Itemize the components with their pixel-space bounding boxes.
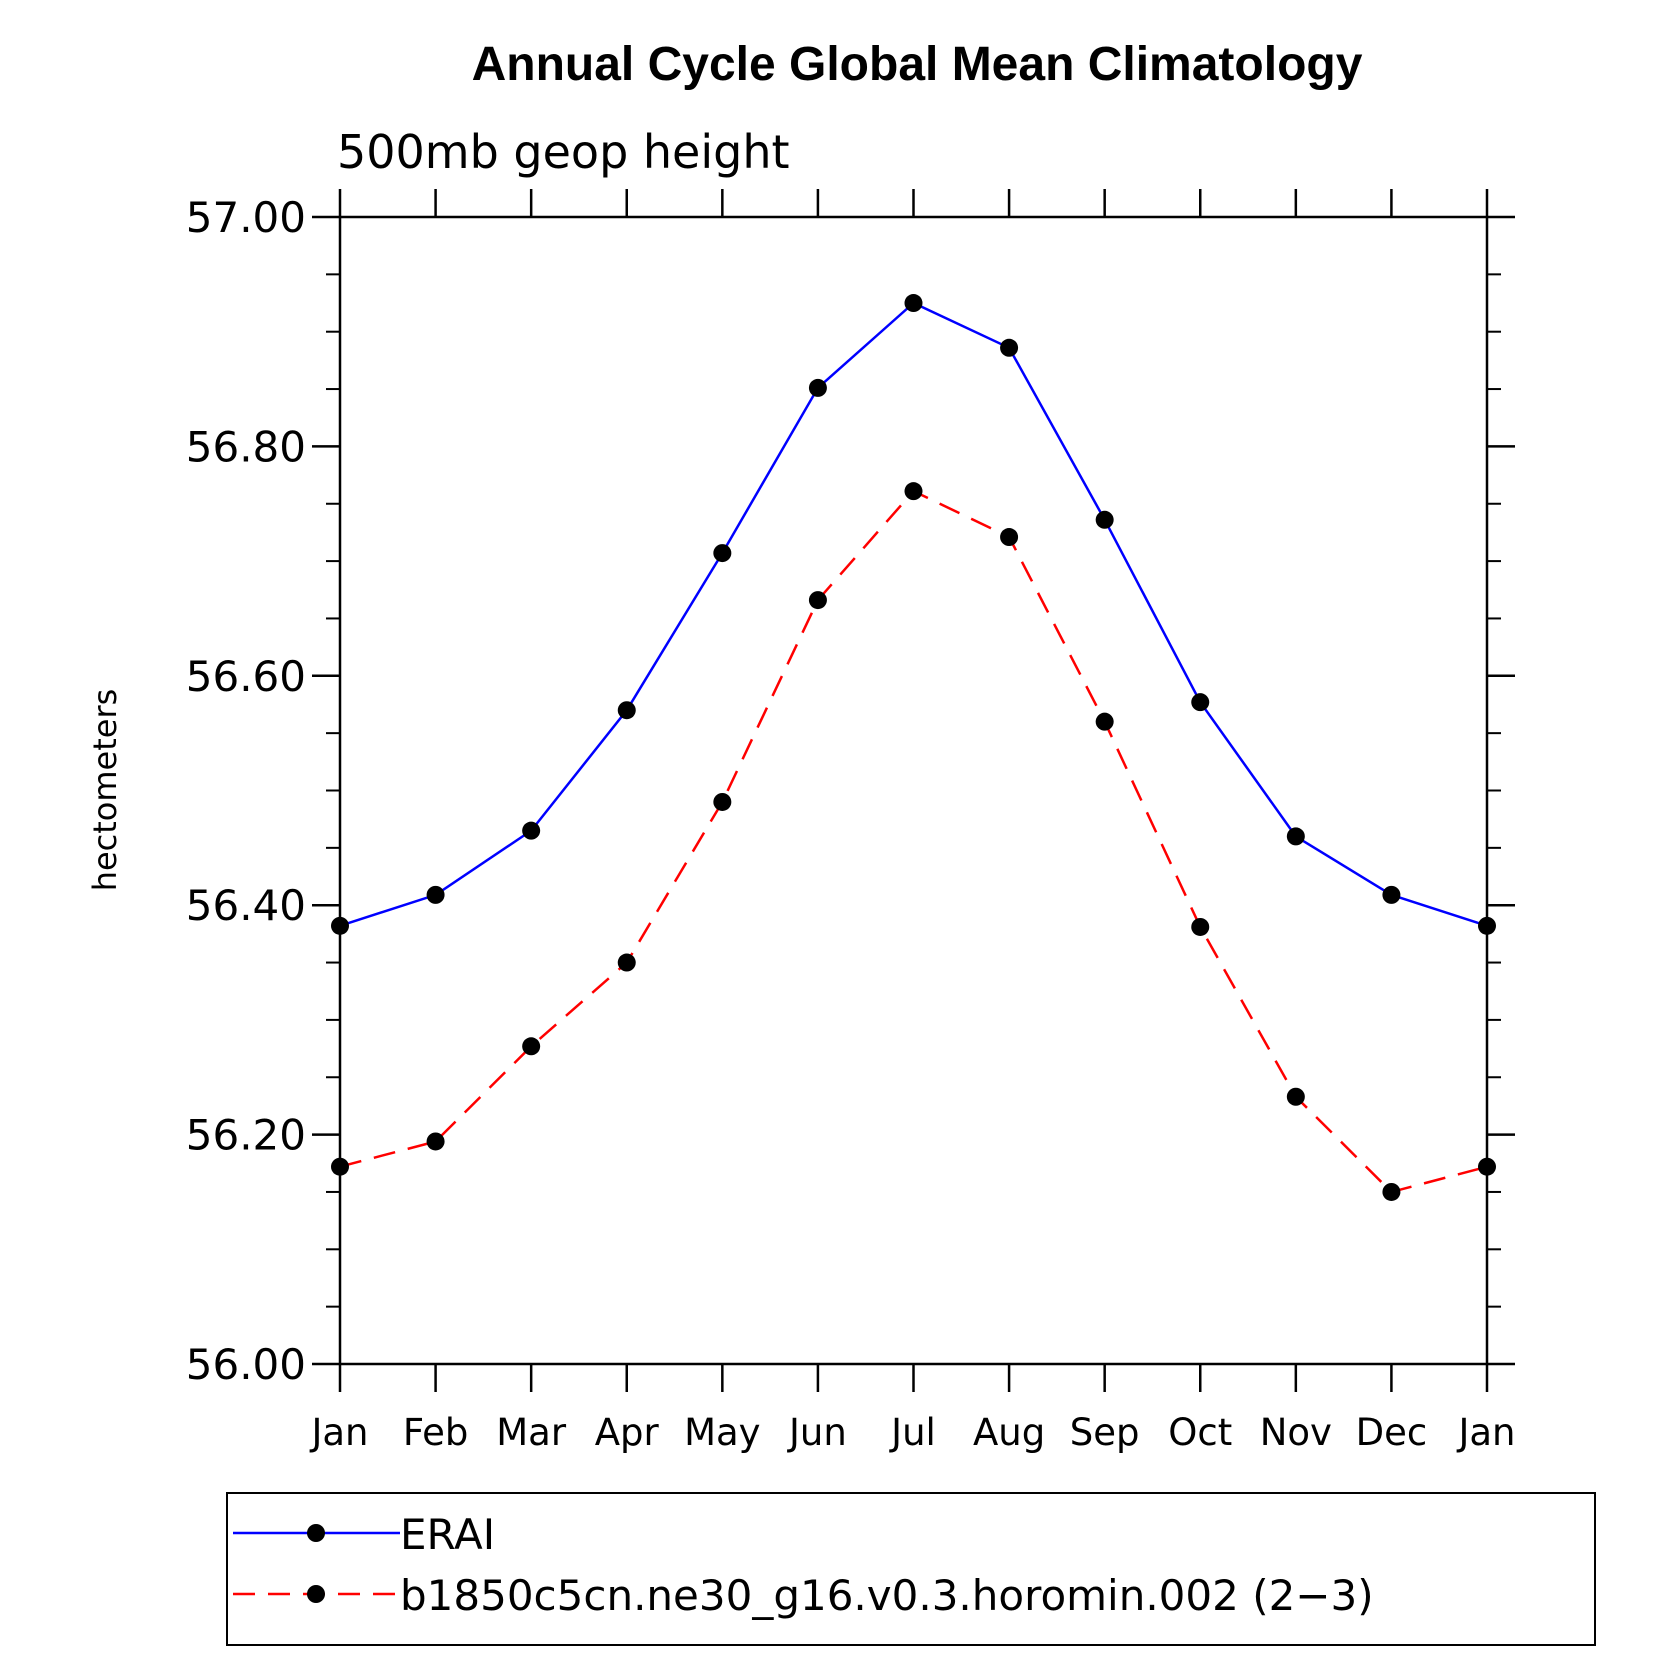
x-tick-label: Dec xyxy=(1356,1411,1428,1454)
legend: ERAI b1850c5cn.ne30_g16.v0.3.horomin.002… xyxy=(226,1492,1596,1646)
y-tick-label: 56.80 xyxy=(186,422,306,471)
series-2-point xyxy=(331,1157,349,1176)
series-2-point xyxy=(1000,528,1019,547)
series-1-point xyxy=(713,544,732,563)
series-2-point xyxy=(617,953,636,972)
series-2-point xyxy=(522,1037,541,1056)
series-1-point xyxy=(1478,916,1496,935)
series-2-point xyxy=(426,1132,445,1151)
y-tick-label: 56.60 xyxy=(186,652,306,701)
chart-subtitle: 500mb geop height xyxy=(337,125,790,179)
y-axis-label: hectometers xyxy=(86,689,124,892)
plot-frame xyxy=(338,215,1489,1366)
series-layer xyxy=(331,294,1496,1201)
y-tick-label: 56.20 xyxy=(186,1111,306,1160)
legend-box xyxy=(226,1492,1596,1646)
series-line-2 xyxy=(339,489,1488,1194)
series-1-point xyxy=(1382,885,1401,904)
x-tick-label: Feb xyxy=(403,1411,469,1454)
y-tick-label: 57.00 xyxy=(186,193,306,242)
series-2-point xyxy=(1191,917,1210,936)
plot-axes: 56.00 56.20 56.40 56.60 56.80 57.00 Jan Feb Mar A… xyxy=(186,189,1516,1454)
legend-marker-series-1 xyxy=(307,1524,325,1542)
x-tick-label: Sep xyxy=(1070,1411,1140,1454)
series-2-point xyxy=(808,591,827,610)
series-1-point xyxy=(808,378,827,397)
x-tick-label: Jul xyxy=(889,1411,936,1454)
legend-marker-series-2 xyxy=(307,1585,325,1603)
x-tick-label: Oct xyxy=(1168,1411,1232,1454)
chart-title: Annual Cycle Global Mean Climatology xyxy=(472,38,1363,91)
series-2-point xyxy=(713,792,732,811)
x-tick-label: Nov xyxy=(1260,1411,1332,1454)
series-2-point xyxy=(1095,712,1114,731)
series-1-point xyxy=(1286,827,1305,846)
series-2-point xyxy=(1286,1087,1305,1106)
series-1-point xyxy=(1000,338,1019,357)
series-1-point xyxy=(1095,510,1114,529)
series-1-point xyxy=(522,821,541,840)
y-tick-label: 56.40 xyxy=(186,881,306,930)
series-2-point xyxy=(1382,1182,1401,1201)
legend-label-series-2: b1850c5cn.ne30_g16.v0.3.horomin.002 (2−3… xyxy=(400,1571,1374,1620)
series-2-point xyxy=(1478,1157,1496,1176)
series-1-point xyxy=(331,916,349,935)
x-tick-label: May xyxy=(684,1411,761,1454)
x-tick-label: Aug xyxy=(973,1411,1045,1454)
x-tick-label: Mar xyxy=(496,1411,567,1454)
series-1-point xyxy=(617,701,636,720)
legend-label-series-1: ERAI xyxy=(400,1510,495,1559)
series-1-point xyxy=(1191,693,1210,712)
series-line-1 xyxy=(339,301,1488,927)
x-tick-label: Jan xyxy=(309,1411,368,1454)
series-1-point xyxy=(426,885,445,904)
series-2-point xyxy=(904,482,923,501)
x-tick-label: Jun xyxy=(787,1411,847,1454)
x-tick-label: Apr xyxy=(595,1411,660,1454)
series-1-point xyxy=(904,294,923,313)
y-tick-label: 56.00 xyxy=(186,1340,306,1389)
x-tick-label: Jan xyxy=(1456,1411,1515,1454)
